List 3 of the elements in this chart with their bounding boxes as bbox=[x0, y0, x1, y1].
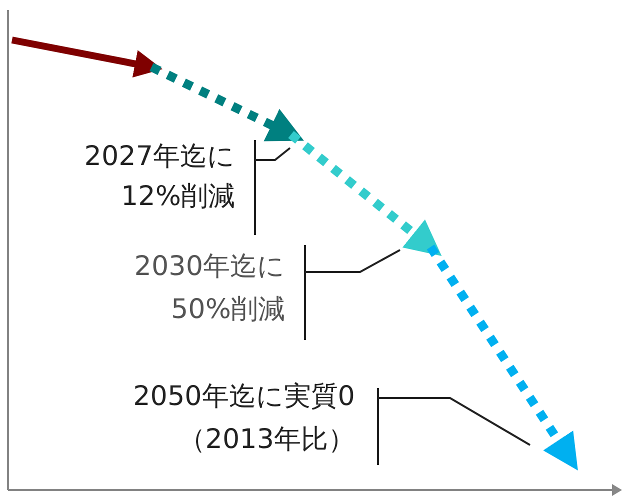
annotation: 2027年迄に 12%削減 bbox=[84, 141, 235, 212]
annotation: 2050年迄に実質0 （2013年比） bbox=[133, 381, 355, 455]
annotation: 2030年迄に 50%削減 bbox=[134, 251, 285, 325]
